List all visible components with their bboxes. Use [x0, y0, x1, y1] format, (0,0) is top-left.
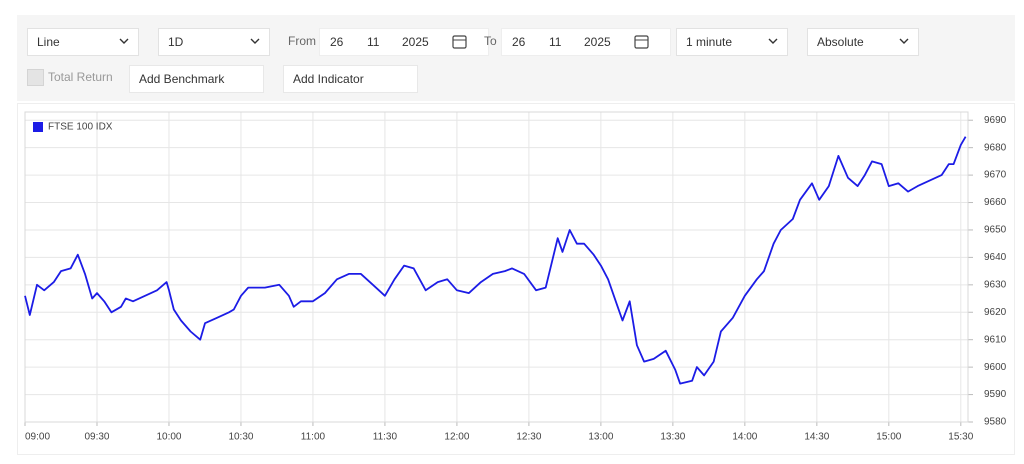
x-tick-label: 14:00	[732, 432, 757, 443]
y-tick-label: 9640	[984, 252, 1007, 263]
x-tick-label: 10:30	[228, 432, 253, 443]
add-benchmark[interactable]: Add Benchmark	[129, 65, 264, 93]
y-tick-label: 9610	[984, 334, 1007, 345]
legend-swatch	[33, 122, 43, 132]
mode-select[interactable]: Absolute	[807, 28, 919, 56]
toolbar: Line 1D From 26 11 2025 To 26 11 2025 1 …	[17, 15, 1015, 101]
x-tick-label: 15:30	[948, 432, 973, 443]
x-tick-label: 14:30	[804, 432, 829, 443]
to-date[interactable]: 26 11 2025	[501, 28, 671, 56]
y-tick-label: 9660	[984, 197, 1007, 208]
calendar-icon[interactable]	[634, 34, 649, 49]
from-date[interactable]: 26 11 2025	[319, 28, 489, 56]
month: 11	[549, 35, 562, 49]
x-tick-label: 09:30	[84, 432, 109, 443]
select-value: 1 minute	[686, 35, 733, 49]
y-tick-label: 9670	[984, 170, 1007, 181]
legend-label: FTSE 100 IDX	[48, 122, 113, 133]
x-tick-label: 10:00	[156, 432, 181, 443]
year: 2025	[584, 35, 611, 49]
y-tick-label: 9620	[984, 307, 1007, 318]
y-tick-label: 9690	[984, 115, 1007, 126]
x-tick-label: 11:00	[301, 432, 326, 443]
chart-panel	[17, 103, 1015, 455]
select-value: Absolute	[817, 35, 864, 49]
chevron	[250, 38, 260, 44]
y-tick-label: 9580	[984, 417, 1007, 428]
plot-frame	[24, 111, 969, 423]
chevron	[119, 38, 129, 44]
x-tick-label: 15:00	[876, 432, 901, 443]
total-return-checkbox[interactable]	[27, 69, 44, 86]
x-tick-label: 11:30	[373, 432, 398, 443]
from-label: From	[288, 34, 316, 48]
year: 2025	[402, 35, 429, 49]
chevron	[768, 38, 778, 44]
price-line	[24, 136, 967, 385]
interval-select[interactable]: 1 minute	[676, 28, 788, 56]
calendar-icon[interactable]	[452, 34, 467, 49]
period-select[interactable]: 1D	[158, 28, 270, 56]
x-tick-label: 09:00	[25, 432, 50, 443]
x-tick-label: 13:00	[588, 432, 613, 443]
x-tick-label: 13:30	[660, 432, 685, 443]
chart-type-select[interactable]: Line	[27, 28, 139, 56]
month: 11	[367, 35, 380, 49]
day: 26	[330, 35, 344, 49]
y-tick-label: 9600	[984, 362, 1007, 373]
day: 26	[512, 35, 526, 49]
to-label: To	[484, 34, 497, 48]
x-tick-label: 12:30	[516, 432, 541, 443]
select-value: Line	[37, 35, 60, 49]
add-indicator[interactable]: Add Indicator	[283, 65, 418, 93]
y-tick-label: 9680	[984, 142, 1007, 153]
y-tick-label: 9650	[984, 225, 1007, 236]
total-return-label: Total Return	[48, 70, 113, 84]
y-tick-label: 9590	[984, 389, 1007, 400]
select-value: 1D	[168, 35, 184, 49]
x-tick-label: 12:00	[444, 432, 469, 443]
y-tick-label: 9630	[984, 279, 1007, 290]
chevron	[899, 38, 909, 44]
